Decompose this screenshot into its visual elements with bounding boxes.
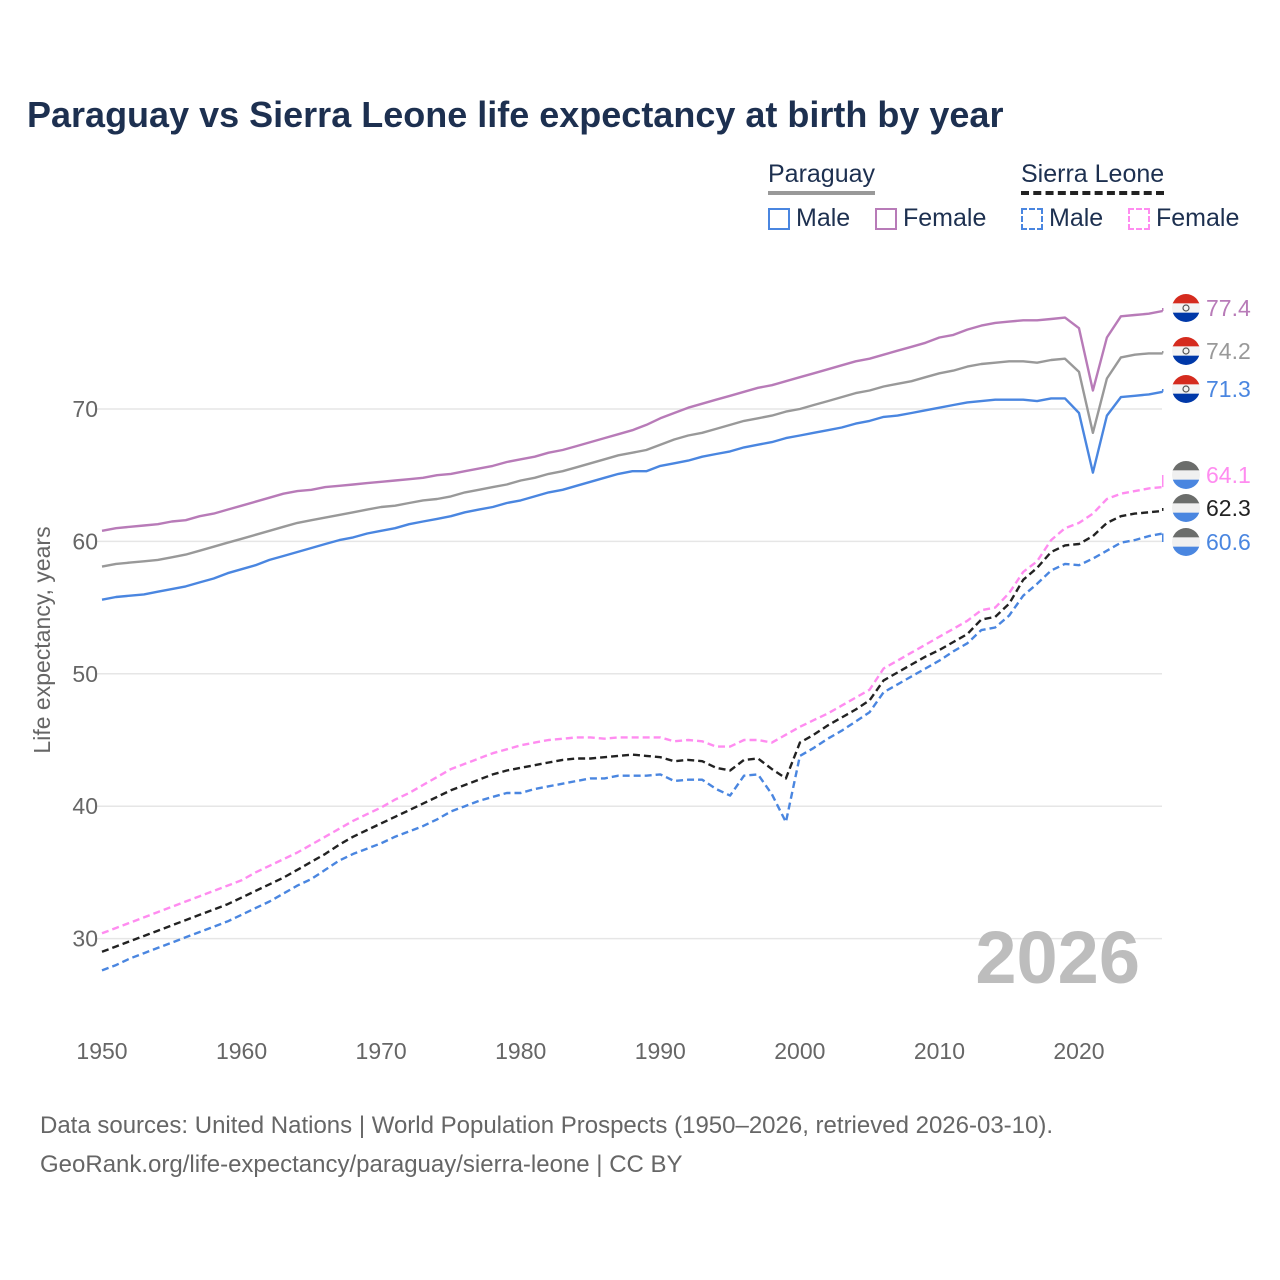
y-tick-label: 70 — [72, 396, 98, 422]
data-source-text: Data sources: United Nations | World Pop… — [40, 1112, 1054, 1139]
series-line-sierra-leone-female — [101, 485, 1163, 935]
legend-paraguay-male[interactable]: Male — [768, 204, 850, 233]
sierra-leone-flag-icon — [1172, 528, 1200, 556]
legend-group-sierra-leone: Sierra Leone — [1021, 160, 1165, 195]
sierra-leone-flag-icon — [1172, 494, 1200, 522]
series-line-sierra-leone — [101, 509, 1163, 953]
x-tick-label: 1950 — [76, 1038, 127, 1064]
y-tick-label: 40 — [72, 793, 98, 819]
legend-swatch — [875, 207, 897, 230]
legend-label: Female — [903, 204, 987, 232]
legend-sierra-leone-male[interactable]: Male — [1021, 204, 1103, 233]
paraguay-flag-icon — [1172, 337, 1200, 365]
end-value-label: 64.1 — [1206, 462, 1251, 488]
series-line-paraguay-female — [101, 309, 1163, 532]
series-line-paraguay-male — [101, 390, 1163, 601]
paraguay-flag-icon — [1172, 375, 1200, 403]
legend-paraguay-female[interactable]: Female — [875, 204, 986, 233]
series-line-sierra-leone-male — [101, 532, 1163, 972]
legend-group-paraguay: Paraguay — [768, 160, 876, 195]
end-value-label: 62.3 — [1206, 495, 1251, 521]
chart-title: Paraguay vs Sierra Leone life expectancy… — [27, 94, 1004, 135]
legend-label: Female — [1156, 204, 1240, 232]
end-value-label: 71.3 — [1206, 376, 1251, 402]
legend-swatch — [768, 207, 790, 230]
x-tick-label: 2020 — [1053, 1038, 1104, 1064]
sierra-leone-flag-icon — [1172, 461, 1200, 489]
legend-label: Male — [796, 204, 851, 232]
series-line-paraguay — [101, 352, 1163, 568]
x-tick-label: 1970 — [356, 1038, 407, 1064]
y-axis-label: Life expectancy, years — [29, 526, 55, 753]
footer: Data sources: United Nations | World Pop… — [40, 1106, 1053, 1184]
paraguay-flag-icon — [1172, 294, 1200, 322]
x-tick-label: 1960 — [216, 1038, 267, 1064]
year-watermark: 2026 — [975, 916, 1140, 999]
x-tick-label: 2010 — [914, 1038, 965, 1064]
y-tick-label: 30 — [72, 926, 98, 952]
end-value-label: 74.2 — [1206, 338, 1251, 364]
end-value-label: 77.4 — [1206, 295, 1251, 321]
x-tick-label: 2000 — [774, 1038, 825, 1064]
y-tick-label: 60 — [72, 528, 98, 554]
legend-swatch — [1021, 207, 1043, 230]
legend-label: Male — [1049, 204, 1104, 232]
y-tick-label: 50 — [72, 661, 98, 687]
source-link[interactable]: GeoRank.org/life-expectancy/paraguay/sie… — [40, 1151, 683, 1178]
end-value-label: 60.6 — [1206, 529, 1251, 555]
legend-sierra-leone-female[interactable]: Female — [1128, 204, 1239, 233]
x-tick-label: 1990 — [635, 1038, 686, 1064]
x-tick-label: 1980 — [495, 1038, 546, 1064]
legend-swatch — [1128, 207, 1150, 230]
